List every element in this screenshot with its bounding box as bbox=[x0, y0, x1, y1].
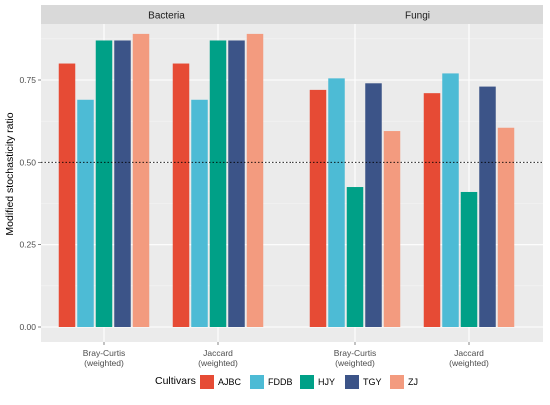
bar-tgy bbox=[228, 40, 245, 327]
bar-zj bbox=[383, 131, 401, 327]
bar-ajbc bbox=[172, 63, 190, 328]
legend-key-fddb bbox=[250, 375, 264, 389]
legend-label-zj: ZJ bbox=[408, 377, 418, 387]
bar-zj bbox=[497, 127, 515, 328]
legend-key-zj bbox=[390, 375, 404, 389]
bar-hjy bbox=[460, 191, 478, 327]
bar-tgy bbox=[365, 83, 382, 327]
bar-hjy bbox=[209, 40, 227, 327]
bar-ajbc bbox=[58, 63, 76, 328]
bar-fddb bbox=[442, 73, 459, 327]
panel-bacteria: Bacteria Bray-Curtis (weighted) Jaccard (wei… bbox=[41, 5, 292, 368]
legend-title: Cultivars bbox=[155, 375, 196, 387]
facet-panels: Bacteria Bray-Curtis (weighted) Jaccard (wei… bbox=[19, 5, 543, 368]
bar-fddb bbox=[77, 99, 94, 327]
y-tick-label: 0.50 bbox=[19, 157, 36, 167]
x-tick-label: Jaccard (weighted) bbox=[198, 348, 238, 368]
bar-zj bbox=[246, 33, 264, 327]
legend-key-hjy bbox=[300, 375, 314, 389]
bar-zj bbox=[132, 33, 150, 327]
legend-label-fddb: FDDB bbox=[268, 377, 293, 387]
facet-strip-label: Bacteria bbox=[148, 11, 185, 22]
y-tick-label: 0.00 bbox=[19, 322, 36, 332]
y-tick-label: 0.25 bbox=[19, 240, 36, 250]
x-tick-label: Jaccard (weighted) bbox=[449, 348, 489, 368]
x-tick-label: Bray-Curtis (weighted) bbox=[334, 348, 377, 368]
legend-key-ajbc bbox=[200, 375, 214, 389]
legend: Cultivars AJBC FDDB HJY TGY ZJ bbox=[155, 375, 418, 389]
legend-label-hjy: HJY bbox=[318, 377, 335, 387]
y-axis-title: Modified stochasticity ratio bbox=[4, 112, 16, 235]
facet-strip bbox=[41, 5, 292, 24]
facet-strip-label: Fungi bbox=[405, 11, 430, 22]
x-tick-label: Bray-Curtis (weighted) bbox=[83, 348, 126, 368]
bar-fddb bbox=[191, 99, 208, 327]
legend-label-ajbc: AJBC bbox=[218, 377, 242, 387]
bar-tgy bbox=[114, 40, 131, 327]
bar-hjy bbox=[95, 40, 113, 327]
bar-ajbc bbox=[423, 93, 441, 327]
legend-key-tgy bbox=[345, 375, 359, 389]
panel-fungi: Fungi Bray-Curtis (weighted) Jaccard (weight… bbox=[292, 5, 543, 368]
legend-label-tgy: TGY bbox=[363, 377, 382, 387]
bar-hjy bbox=[346, 187, 364, 327]
facet-strip bbox=[292, 5, 543, 24]
bar-tgy bbox=[479, 86, 496, 327]
bar-ajbc bbox=[309, 89, 327, 327]
bar-fddb bbox=[328, 78, 345, 327]
y-tick-label: 0.75 bbox=[19, 75, 36, 85]
